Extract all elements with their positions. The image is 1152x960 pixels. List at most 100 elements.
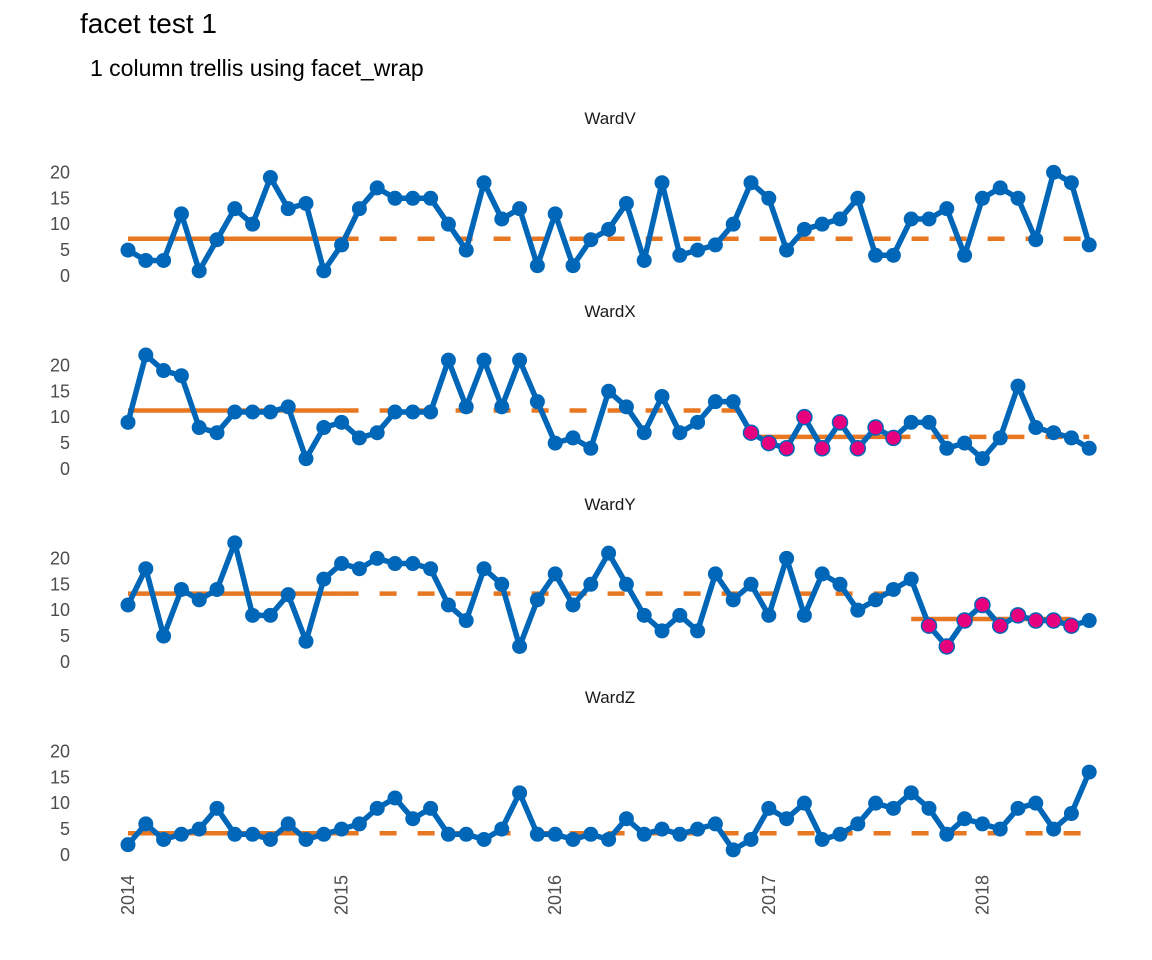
- data-point: [796, 795, 812, 811]
- data-point: [1081, 764, 1097, 780]
- data-point: [636, 425, 652, 441]
- data-point: [458, 613, 474, 629]
- data-point: [138, 816, 154, 832]
- data-point: [743, 175, 759, 191]
- data-point: [1063, 430, 1079, 446]
- data-point: [280, 587, 296, 603]
- data-point: [1081, 613, 1097, 629]
- data-point: [494, 399, 510, 415]
- data-point: [672, 247, 688, 263]
- data-point: [885, 581, 901, 597]
- data-point: [1010, 800, 1026, 816]
- data-point: [369, 550, 385, 566]
- x-tick-label: 2018: [972, 875, 992, 915]
- data-point: [850, 816, 866, 832]
- data-point: [529, 826, 545, 842]
- data-point: [423, 190, 439, 206]
- highlight-point: [796, 408, 813, 426]
- data-point: [280, 399, 296, 415]
- data-point: [601, 383, 617, 399]
- data-point: [156, 831, 172, 847]
- highlight-point: [742, 424, 760, 441]
- data-point: [405, 811, 421, 827]
- data-point: [1046, 821, 1062, 837]
- y-tick-label: 15: [50, 574, 70, 594]
- data-point: [618, 576, 634, 592]
- data-point: [601, 545, 617, 561]
- data-point: [1028, 795, 1044, 811]
- data-point: [725, 842, 741, 858]
- y-tick-label: 20: [50, 548, 70, 568]
- data-point: [885, 247, 901, 263]
- highlight-point: [1063, 617, 1080, 634]
- data-point: [512, 352, 528, 368]
- data-point: [351, 430, 367, 446]
- data-point: [974, 190, 990, 206]
- data-point: [868, 592, 884, 608]
- data-point: [583, 826, 599, 842]
- data-point: [529, 394, 545, 410]
- data-point: [618, 811, 634, 827]
- data-point: [707, 816, 723, 832]
- data-point: [476, 175, 492, 191]
- data-point: [1046, 164, 1062, 180]
- data-point: [227, 826, 243, 842]
- data-point: [974, 816, 990, 832]
- data-point: [138, 347, 154, 363]
- y-tick-label: 10: [50, 600, 70, 620]
- data-point: [262, 404, 278, 420]
- data-point: [796, 607, 812, 623]
- data-point: [387, 556, 403, 572]
- data-point: [1063, 806, 1079, 822]
- y-tick-label: 15: [50, 381, 70, 401]
- y-tick-label: 20: [50, 162, 70, 182]
- data-point: [565, 430, 581, 446]
- data-point: [138, 252, 154, 268]
- data-point: [423, 800, 439, 816]
- data-point: [440, 826, 456, 842]
- data-point: [583, 576, 599, 592]
- y-tick-label: 5: [60, 240, 70, 260]
- data-point: [796, 221, 812, 237]
- data-point: [209, 425, 225, 441]
- data-point: [156, 252, 172, 268]
- data-point: [1028, 420, 1044, 436]
- y-tick-label: 5: [60, 819, 70, 839]
- data-point: [191, 420, 207, 436]
- data-point: [636, 252, 652, 268]
- data-point: [1081, 440, 1097, 456]
- data-point: [227, 404, 243, 420]
- data-point: [298, 831, 314, 847]
- data-point: [316, 420, 332, 436]
- data-point: [334, 556, 350, 572]
- data-point: [227, 201, 243, 217]
- data-point: [672, 607, 688, 623]
- data-point: [974, 451, 990, 467]
- data-point: [529, 258, 545, 274]
- data-point: [262, 170, 278, 186]
- y-tick-label: 5: [60, 433, 70, 453]
- y-tick-label: 10: [50, 214, 70, 234]
- data-point: [440, 216, 456, 232]
- data-point: [565, 597, 581, 613]
- data-point: [761, 607, 777, 623]
- data-point: [547, 435, 563, 451]
- data-point: [512, 638, 528, 654]
- data-point: [939, 826, 955, 842]
- data-point: [690, 242, 706, 258]
- data-point: [761, 800, 777, 816]
- data-point: [850, 190, 866, 206]
- data-point: [618, 195, 634, 211]
- data-point: [173, 826, 189, 842]
- data-point: [1010, 190, 1026, 206]
- data-point: [298, 451, 314, 467]
- data-point: [369, 180, 385, 196]
- data-point: [458, 399, 474, 415]
- data-point: [209, 581, 225, 597]
- data-point: [245, 826, 261, 842]
- data-point: [939, 440, 955, 456]
- data-point: [298, 195, 314, 211]
- data-point: [262, 831, 278, 847]
- data-point: [334, 414, 350, 430]
